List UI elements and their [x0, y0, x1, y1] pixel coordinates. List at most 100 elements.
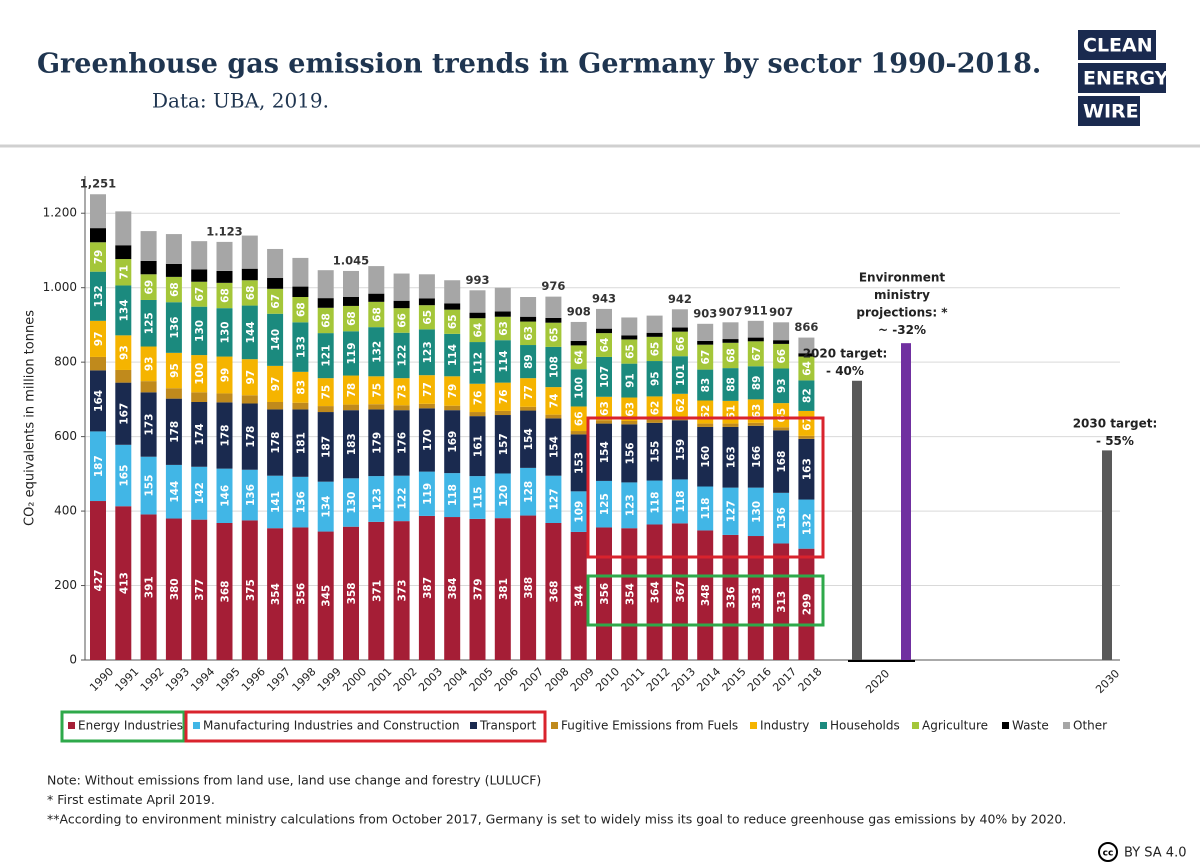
- bar-segment: [418, 403, 435, 409]
- bar-segment: [267, 313, 284, 366]
- data-label: 75: [321, 385, 333, 400]
- bar-segment: [469, 416, 486, 477]
- data-label: 144: [169, 481, 181, 503]
- data-label: 178: [220, 425, 232, 447]
- data-label: 118: [447, 484, 459, 506]
- note: **According to environment ministry calc…: [47, 812, 1066, 827]
- cc-icon: [1098, 842, 1118, 862]
- data-label: 165: [118, 465, 130, 487]
- bar-segment: [343, 375, 359, 405]
- y-tick-label: 0: [69, 653, 77, 667]
- x-tick-label: 2030: [1093, 667, 1122, 696]
- bar-segment: [469, 383, 486, 413]
- bar-segment: [343, 270, 359, 297]
- x-tick-label: 2002: [391, 665, 420, 694]
- data-label: 97: [245, 370, 257, 385]
- bar-segment: [393, 308, 410, 333]
- data-label: 68: [295, 302, 307, 317]
- data-label: 333: [751, 587, 763, 609]
- data-label: 388: [523, 577, 535, 599]
- data-label: 65: [447, 314, 459, 329]
- bar-segment: [545, 317, 562, 323]
- data-label: 173: [144, 414, 156, 436]
- x-tick-label: 2003: [416, 665, 445, 694]
- bar-segment: [722, 342, 739, 369]
- bar-segment: [191, 519, 208, 660]
- bar-segment: [621, 420, 638, 425]
- bar-segment: [140, 381, 157, 393]
- bar-segment: [241, 403, 258, 470]
- data-label: 146: [220, 485, 232, 507]
- legend-highlight: [184, 710, 547, 743]
- bar-segment: [646, 396, 663, 420]
- bar-segment: [798, 435, 815, 439]
- data-label: 155: [650, 441, 662, 463]
- data-label: 164: [93, 390, 105, 412]
- bar-segment: [545, 387, 562, 415]
- header-band: [0, 0, 1200, 146]
- data-label: 63: [599, 401, 611, 416]
- data-label: 76: [473, 391, 485, 406]
- bar-segment: [545, 296, 562, 318]
- target-annotation: - 55%: [1096, 434, 1134, 448]
- data-label: 82: [801, 388, 813, 403]
- data-label: 132: [93, 285, 105, 307]
- bar-segment: [292, 297, 309, 323]
- bar-segment: [241, 359, 258, 396]
- x-tick-label: 2010: [593, 665, 622, 694]
- bar-segment: [697, 323, 714, 341]
- bar-segment: [292, 402, 309, 410]
- legend-swatch: [470, 722, 477, 729]
- total-label: 1,251: [80, 177, 116, 191]
- x-tick-label: 2020: [863, 667, 892, 696]
- data-label: 313: [776, 591, 788, 613]
- bar-segment: [191, 269, 208, 282]
- bar-segment: [368, 327, 385, 377]
- bar-segment: [798, 380, 815, 411]
- title: Greenhouse gas emission trends in German…: [37, 49, 1041, 80]
- target-bar: [901, 343, 911, 660]
- total-label: 976: [541, 279, 565, 293]
- bar-segment: [317, 412, 334, 482]
- bar-segment: [722, 368, 739, 401]
- data-label: 356: [599, 583, 611, 605]
- bar-segment: [418, 515, 435, 660]
- target-bar: [852, 380, 862, 660]
- data-label: 345: [321, 585, 333, 607]
- x-tick-label: 1996: [239, 665, 268, 694]
- bar-segment: [697, 369, 714, 401]
- x-tick-label: 1995: [214, 665, 243, 694]
- data-label: 373: [397, 580, 409, 602]
- bar-segment: [596, 356, 612, 397]
- data-label: 153: [574, 452, 586, 474]
- data-label: 100: [194, 363, 206, 385]
- bar-segment: [165, 398, 182, 465]
- bar-segment: [570, 321, 587, 341]
- bar-segment: [520, 515, 537, 660]
- data-label: 163: [801, 458, 813, 480]
- bar-segment: [90, 431, 106, 502]
- bar-segment: [418, 375, 435, 404]
- bar-segment: [267, 288, 284, 314]
- bar-segment: [671, 479, 688, 524]
- bar-segment: [671, 356, 688, 394]
- x-tick-label: 2006: [492, 665, 521, 694]
- legend-swatch: [750, 722, 757, 729]
- bar-segment: [646, 480, 663, 525]
- data-label: 380: [169, 578, 181, 600]
- data-label: 183: [346, 433, 358, 455]
- bar-segment: [646, 332, 663, 337]
- data-label: 123: [624, 494, 636, 516]
- data-label: 187: [93, 455, 105, 477]
- data-label: 76: [498, 389, 510, 404]
- total-label: 907: [718, 305, 742, 319]
- bar-segment: [747, 422, 764, 426]
- x-tick-label: 1991: [112, 665, 141, 694]
- data-label: 63: [498, 321, 510, 336]
- data-label: 67: [751, 346, 763, 361]
- bar-segment: [90, 356, 106, 371]
- data-label: 95: [650, 371, 662, 386]
- bar-segment: [773, 492, 790, 544]
- data-label: 118: [700, 498, 712, 520]
- bar-segment: [241, 520, 258, 660]
